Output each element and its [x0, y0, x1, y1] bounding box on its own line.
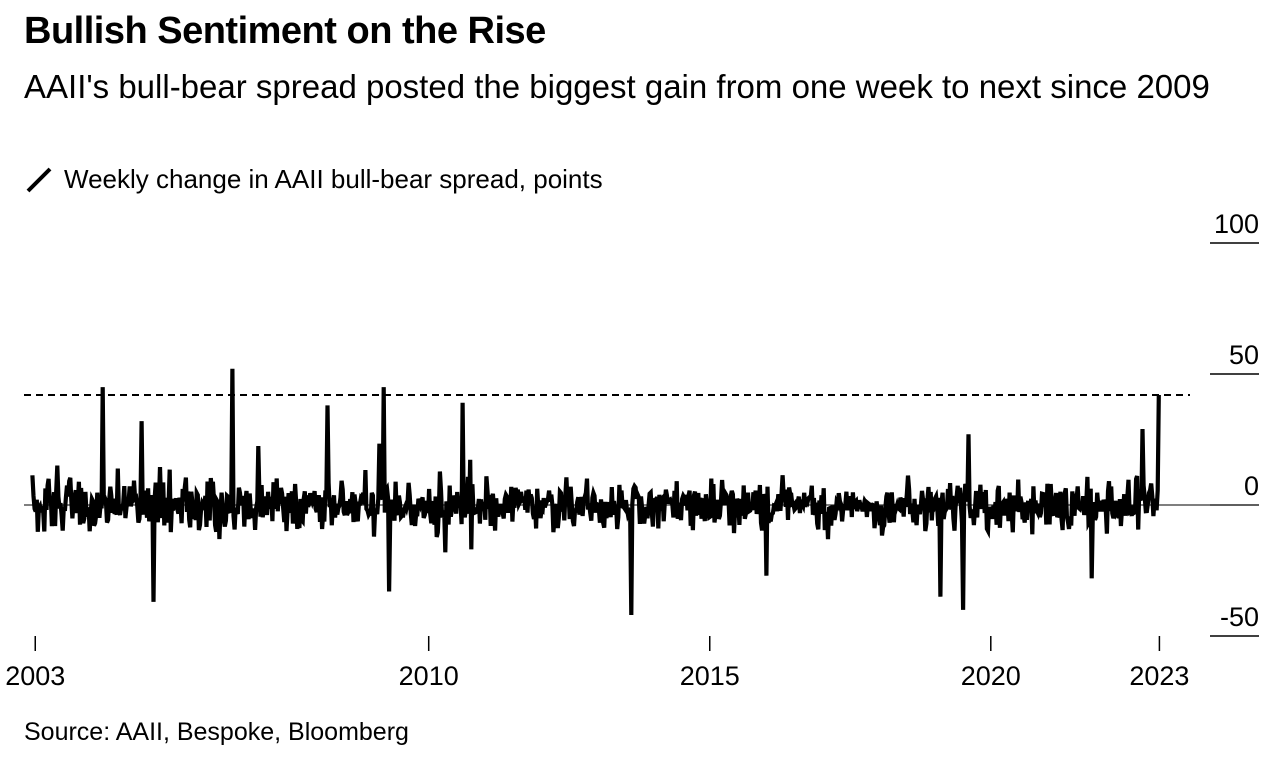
source-note: Source: AAII, Bespoke, Bloomberg [24, 718, 409, 746]
chart-title: Bullish Sentiment on the Rise [24, 10, 546, 52]
x-tick-label: 2023 [1129, 661, 1189, 691]
chart-subtitle: AAII's bull-bear spread posted the bigge… [24, 68, 1210, 105]
x-tick-label: 2015 [680, 661, 740, 691]
x-tick-label: 2020 [961, 661, 1021, 691]
y-tick-label: 50 [1229, 340, 1259, 370]
y-tick-label: 100 [1214, 209, 1259, 239]
legend-label: Weekly change in AAII bull-bear spread, … [64, 164, 603, 194]
diagonal-line-icon [26, 167, 52, 192]
y-tick-label: 0 [1244, 471, 1259, 501]
y-axis: 100 50 0 -50 [1210, 209, 1259, 637]
series-layer [24, 368, 1259, 616]
x-tick-label: 2010 [399, 661, 459, 691]
legend: Weekly change in AAII bull-bear spread, … [24, 164, 603, 195]
series-line-weekly-change [30, 368, 1161, 616]
x-tick-label: 2003 [5, 661, 65, 691]
y-tick-label: -50 [1220, 602, 1259, 632]
x-axis: 2003 2010 2015 2020 2023 [5, 636, 1189, 691]
